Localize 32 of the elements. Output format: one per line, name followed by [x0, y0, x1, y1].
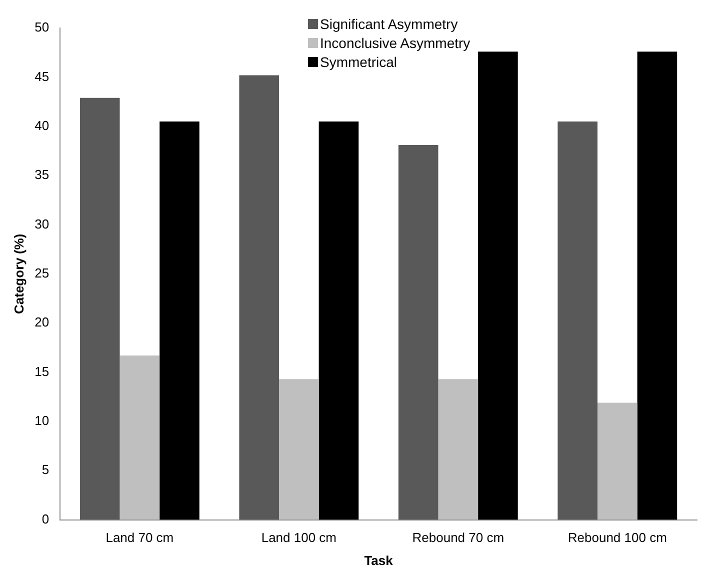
y-tick-label: 20	[34, 314, 50, 330]
x-tick-label: Land 70 cm	[106, 530, 174, 546]
bar	[478, 52, 518, 520]
y-tick-label: 0	[42, 511, 50, 526]
bar	[398, 145, 438, 520]
bar	[160, 121, 200, 520]
bar	[558, 121, 598, 520]
legend-label: Inconclusive Asymmetry	[320, 35, 470, 51]
x-tick-label: Rebound 70 cm	[412, 530, 504, 546]
legend-label: Symmetrical	[320, 54, 398, 70]
y-axis-title: Category (%)	[11, 234, 26, 314]
y-tick-label: 40	[34, 118, 50, 133]
bar	[637, 52, 678, 520]
y-tick-label: 25	[34, 265, 50, 280]
y-tick-label: 5	[42, 462, 50, 478]
y-tick-label: 35	[34, 167, 50, 182]
y-tick-label: 30	[34, 216, 50, 232]
bar	[438, 379, 478, 520]
bar	[279, 379, 319, 520]
y-tick-label: 50	[34, 20, 50, 35]
bar	[239, 75, 280, 520]
legend-label: Significant Asymmetry	[320, 16, 458, 32]
bar	[318, 121, 359, 520]
y-tick-label: 15	[34, 364, 50, 379]
bar	[80, 98, 120, 520]
y-tick-label: 10	[34, 413, 50, 428]
y-tick-label: 45	[34, 68, 50, 84]
x-axis-title: Task	[364, 552, 394, 568]
bar	[120, 356, 160, 520]
bar	[597, 402, 638, 520]
x-tick-label: Rebound 100 cm	[568, 530, 667, 546]
x-tick-label: Land 100 cm	[261, 530, 336, 546]
